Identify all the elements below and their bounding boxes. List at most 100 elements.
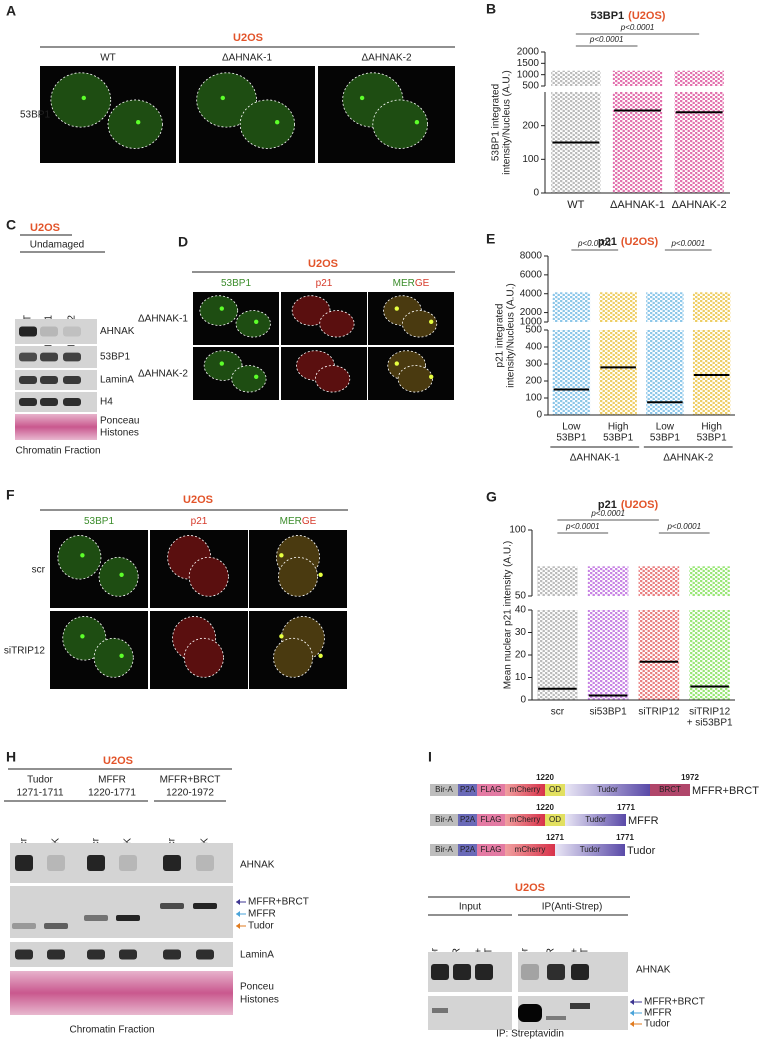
band-label: Ponceau <box>100 416 139 427</box>
band <box>63 352 81 362</box>
title-note: (U2OS) <box>621 499 659 511</box>
dot-cloud <box>689 566 730 596</box>
band <box>570 1003 590 1009</box>
x-tick-label: High <box>608 422 629 433</box>
y-tick-label: 1000 <box>520 317 543 328</box>
band <box>44 923 68 929</box>
domain <box>430 814 458 826</box>
y-axis-label: 53BP1 integrated <box>491 84 502 161</box>
dot-cloud <box>674 92 724 193</box>
domain-label: BRCT <box>659 785 681 794</box>
x-tick-label: High <box>701 422 722 433</box>
y-tick-label: 1500 <box>517 58 540 69</box>
band <box>432 1008 448 1013</box>
domain <box>458 784 477 796</box>
focus <box>80 634 85 639</box>
construct-name: MFFR+BRCT <box>692 785 759 797</box>
y-tick-label: 100 <box>525 393 542 404</box>
dot-cloud <box>674 70 724 86</box>
panel-letter: A <box>6 3 16 19</box>
band-label: AHNAK <box>240 860 275 871</box>
x-tick-label: WT <box>567 199 584 211</box>
focus <box>219 361 224 366</box>
focus <box>81 95 87 101</box>
band <box>431 964 449 980</box>
band <box>475 964 493 980</box>
focus <box>254 319 259 324</box>
panel-letter: B <box>486 1 496 17</box>
title-note: (U2OS) <box>621 236 659 248</box>
dot-cloud <box>638 566 680 596</box>
domain <box>505 784 545 796</box>
cell-line: U2OS <box>233 32 263 44</box>
cell-line: U2OS <box>183 494 213 506</box>
band <box>87 855 105 871</box>
focus <box>318 572 323 577</box>
band-label: MFFR <box>644 1008 672 1019</box>
dot-cloud <box>552 330 591 415</box>
domain <box>458 844 477 856</box>
nucleus <box>98 556 139 597</box>
domain-label: Bir-A <box>435 845 453 854</box>
focus <box>394 361 399 366</box>
y-tick-label: 100 <box>522 154 539 165</box>
column-label: MERGE <box>393 278 430 289</box>
nucleus <box>291 295 331 326</box>
nucleus <box>239 99 295 149</box>
domain <box>650 784 690 796</box>
domain <box>458 814 477 826</box>
domain-label: mCherry <box>510 815 541 824</box>
band <box>571 964 589 980</box>
y-tick-label: 50 <box>515 591 527 602</box>
y-axis-label: p21 integrated <box>495 304 506 368</box>
column-label-part: GE <box>302 516 317 527</box>
band-label: MFFR <box>248 909 276 920</box>
x-tick-label: siTRIP12 <box>638 707 680 718</box>
dot-cloud <box>587 610 629 700</box>
cell-line: U2OS <box>103 755 133 767</box>
band <box>19 376 37 384</box>
panel-letter: I <box>428 749 432 765</box>
band <box>63 326 81 337</box>
y-tick-label: 300 <box>525 359 542 370</box>
blot <box>15 414 97 440</box>
nucleus <box>199 295 239 326</box>
domain-label: mCherry <box>515 845 546 854</box>
nucleus <box>273 637 314 678</box>
band <box>119 855 137 871</box>
p-value: p<0.0001 <box>590 509 625 518</box>
column-label-part: MER <box>280 516 302 527</box>
dot-cloud <box>551 70 601 86</box>
nucleus <box>196 72 257 128</box>
focus <box>318 653 323 658</box>
residue: 1771 <box>617 803 635 812</box>
column-label-part: GE <box>415 278 430 289</box>
column-label-part: 53BP1 <box>84 516 114 527</box>
footer: IP: Streptavidin <box>496 1029 564 1039</box>
y-tick-label: 8000 <box>520 251 543 262</box>
y-tick-label: 20 <box>515 650 527 661</box>
band <box>453 964 471 980</box>
band-label: LaminA <box>240 950 274 961</box>
column-label: 53BP1 <box>221 278 251 289</box>
domain-label: P2A <box>460 815 476 824</box>
domain-label: Tudor <box>580 845 601 854</box>
band <box>19 352 37 362</box>
condition: Undamaged <box>30 240 84 251</box>
row-label: siTRIP12 <box>4 646 46 657</box>
nucleus <box>397 365 433 393</box>
band <box>547 964 565 980</box>
chart-title: p21 (U2OS) <box>598 499 659 511</box>
band-label: Ponceu <box>240 982 274 993</box>
y-tick-label: 500 <box>522 81 539 92</box>
cell-line: U2OS <box>30 222 60 234</box>
domain <box>477 784 505 796</box>
column-label: p21 <box>316 278 333 289</box>
p-value: p<0.0001 <box>666 522 701 531</box>
arrow-head <box>630 999 634 1005</box>
p-value: p<0.0001 <box>565 522 600 531</box>
domain-label: FLAG <box>481 785 502 794</box>
domain <box>565 784 650 796</box>
band <box>163 855 181 871</box>
band-label: Tudor <box>644 1019 670 1030</box>
